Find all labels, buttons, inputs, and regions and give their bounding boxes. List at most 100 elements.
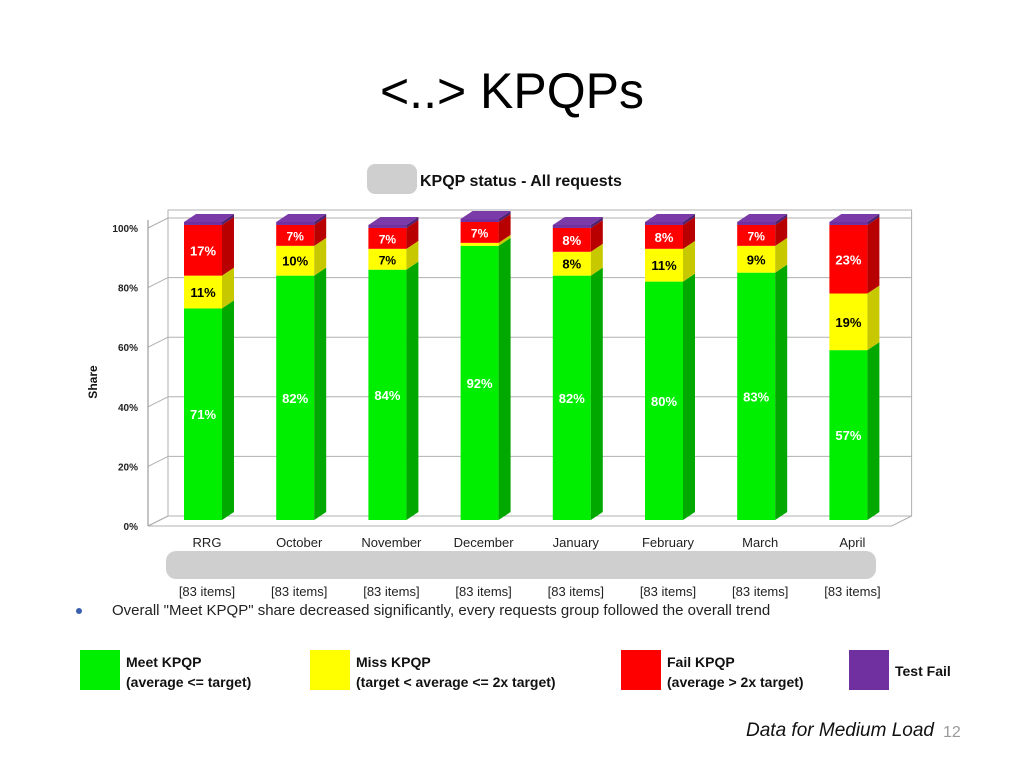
bar-side: [683, 273, 695, 520]
gridline-depth: [147, 336, 169, 348]
gridline-depth: [147, 515, 169, 527]
footnote: Data for Medium Load: [746, 720, 934, 741]
x-sublabel: [83 items]: [732, 584, 788, 599]
bar-segment-test-fail: [737, 222, 776, 225]
bar-top: [460, 211, 511, 220]
data-label: 7%: [471, 226, 489, 240]
bar-segment-miss-kpqp: [737, 245, 776, 273]
bar-segment-test-fail: [829, 222, 868, 225]
bar-segment-fail-kpqp: [276, 224, 315, 246]
y-tick-label: 20%: [118, 462, 138, 473]
bar-segment-fail-kpqp: [184, 224, 222, 276]
legend-swatch-test-fail: [849, 650, 889, 690]
legend-sublabel: (average > 2x target): [667, 674, 804, 690]
x-sublabel: [83 items]: [824, 584, 880, 599]
bar-side: [498, 214, 511, 243]
data-label: 9%: [747, 252, 766, 267]
data-label: 11%: [190, 285, 216, 300]
data-label: 7%: [379, 253, 397, 267]
bar-side: [683, 240, 695, 282]
x-tick-label: April: [839, 535, 865, 550]
data-label: 82%: [282, 391, 308, 406]
chart-title: KPQP status - All requests: [420, 173, 622, 190]
legend-label: Miss KPQP: [356, 654, 431, 670]
bar-side: [590, 267, 603, 520]
bar-side: [406, 216, 419, 228]
bullet-text: Overall "Meet KPQP" share decreased sign…: [112, 602, 771, 619]
bar-top: [276, 214, 327, 222]
x-sublabel: [83 items]: [271, 584, 327, 599]
bar-side: [590, 219, 603, 252]
bar-side: [590, 216, 603, 228]
y-tick-label: 80%: [118, 284, 138, 295]
x-tick-label: October: [276, 535, 323, 550]
bar-side: [314, 216, 327, 246]
bar-segment-fail-kpqp: [368, 227, 407, 249]
bar-side: [222, 267, 234, 309]
legend-swatch-miss: [310, 650, 350, 690]
bar-side: [498, 211, 511, 222]
x-sublabel: [83 items]: [640, 584, 696, 599]
legend-swatch-meet: [80, 650, 120, 690]
bar-top: [552, 216, 603, 225]
data-label: 8%: [562, 257, 581, 272]
data-label: 7%: [287, 229, 305, 243]
bar-side: [867, 342, 880, 520]
y-axis-label: Share: [86, 365, 100, 399]
bar-side: [498, 237, 511, 520]
bar-segment-miss-kpqp: [368, 248, 407, 270]
bar-segment-test-fail: [552, 224, 591, 228]
x-tick-label: March: [742, 535, 778, 550]
bar-segment-miss-kpqp: [645, 248, 683, 282]
page-number: 12: [943, 724, 961, 741]
data-label: 57%: [835, 428, 861, 443]
data-label: 82%: [559, 391, 585, 406]
bar-side: [314, 214, 327, 225]
bar-segment-meet-kpqp: [276, 275, 315, 520]
y-tick-label: 100%: [112, 224, 138, 235]
bar-side: [406, 219, 419, 249]
bullet-item: Overall "Meet KPQP" share decreased sign…: [76, 602, 770, 619]
data-label: 17%: [190, 243, 216, 258]
x-sublabel: [83 items]: [179, 584, 235, 599]
bar-side: [590, 243, 603, 276]
bar-side: [683, 216, 695, 249]
data-label: 7%: [748, 229, 766, 243]
data-label: 19%: [835, 315, 861, 330]
bar-side: [775, 216, 788, 246]
data-label: 11%: [651, 258, 677, 273]
y-tick-label: 0%: [124, 522, 139, 533]
y-tick-label: 40%: [118, 403, 138, 414]
bar-side: [775, 237, 788, 273]
bar-segment-meet-kpqp: [737, 272, 776, 520]
legend-sublabel: (target < average <= 2x target): [356, 674, 556, 690]
x-tick-label: RRG: [193, 535, 222, 550]
data-label: 92%: [467, 376, 493, 391]
legend-swatch-fail: [621, 650, 661, 690]
bar-segment-test-fail: [460, 219, 499, 222]
bar-side: [867, 214, 880, 225]
legend-label: Test Fail: [895, 663, 951, 679]
bar-segment-meet-kpqp: [829, 350, 868, 520]
bar-segment-fail-kpqp: [829, 224, 868, 294]
bar-segment-meet-kpqp: [184, 308, 222, 520]
x-sublabel: [83 items]: [455, 584, 511, 599]
bar-segment-meet-kpqp: [552, 275, 591, 520]
x-tick-label: February: [642, 535, 695, 550]
x-tick-label: December: [454, 535, 515, 550]
chart-floor: [147, 515, 912, 527]
bar-side: [406, 240, 419, 270]
data-label: 23%: [835, 252, 861, 267]
bar-segment-test-fail: [184, 222, 222, 225]
bar-segment-meet-kpqp: [460, 245, 499, 520]
gridline-depth: [147, 455, 169, 467]
bar-segment-fail-kpqp: [645, 224, 683, 249]
bar-segment-fail-kpqp: [460, 222, 499, 243]
bar-segment-fail-kpqp: [737, 224, 776, 246]
bar-segment-miss-kpqp: [276, 245, 315, 276]
bar-side: [867, 216, 880, 294]
bar-side: [683, 214, 695, 225]
legend-label: Meet KPQP: [126, 654, 202, 670]
bar-side: [222, 216, 234, 276]
